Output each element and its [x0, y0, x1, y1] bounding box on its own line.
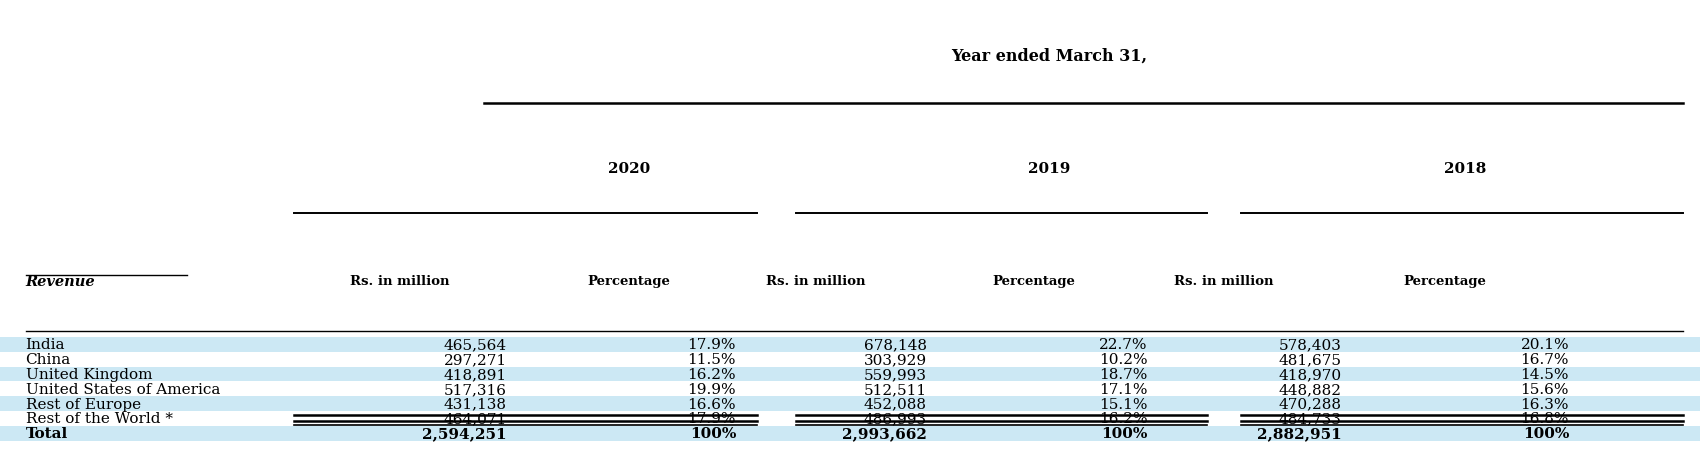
- Text: 100%: 100%: [1523, 426, 1569, 440]
- Text: 15.1%: 15.1%: [1098, 397, 1148, 411]
- Text: 17.1%: 17.1%: [1098, 382, 1148, 396]
- Text: 517,316: 517,316: [444, 382, 507, 396]
- Text: 100%: 100%: [690, 426, 736, 440]
- Bar: [0, 397, 1700, 411]
- Text: 303,929: 303,929: [864, 353, 927, 366]
- Text: 20.1%: 20.1%: [1520, 338, 1569, 352]
- Bar: [0, 381, 1700, 397]
- Text: 2,594,251: 2,594,251: [422, 426, 507, 440]
- Text: 19.9%: 19.9%: [687, 382, 736, 396]
- Text: 559,993: 559,993: [864, 367, 927, 381]
- Bar: [0, 426, 1700, 441]
- Text: 16.8%: 16.8%: [1520, 412, 1569, 425]
- Text: 465,564: 465,564: [444, 338, 507, 352]
- Bar: [0, 411, 1700, 426]
- Text: 11.5%: 11.5%: [687, 353, 736, 366]
- Text: 100%: 100%: [1102, 426, 1148, 440]
- Text: Rest of the World *: Rest of the World *: [26, 412, 172, 425]
- Text: 22.7%: 22.7%: [1098, 338, 1148, 352]
- Text: 448,882: 448,882: [1278, 382, 1341, 396]
- Text: United Kingdom: United Kingdom: [26, 367, 151, 381]
- Text: 452,088: 452,088: [864, 397, 927, 411]
- Text: 2020: 2020: [609, 162, 649, 176]
- Text: Rs. in million: Rs. in million: [767, 274, 865, 288]
- Text: 418,970: 418,970: [1278, 367, 1341, 381]
- Text: China: China: [26, 353, 71, 366]
- Text: India: India: [26, 338, 65, 352]
- Text: 2019: 2019: [1028, 162, 1069, 176]
- Text: 470,288: 470,288: [1278, 397, 1341, 411]
- Bar: [0, 337, 1700, 352]
- Text: 16.6%: 16.6%: [687, 397, 736, 411]
- Text: Revenue: Revenue: [26, 274, 95, 288]
- Text: 2018: 2018: [1445, 162, 1486, 176]
- Text: 464,071: 464,071: [444, 412, 507, 425]
- Text: Percentage: Percentage: [1404, 274, 1486, 288]
- Text: Year ended March 31,: Year ended March 31,: [950, 48, 1148, 65]
- Text: Rest of Europe: Rest of Europe: [26, 397, 141, 411]
- Text: Percentage: Percentage: [588, 274, 670, 288]
- Text: Rs. in million: Rs. in million: [1175, 274, 1273, 288]
- Text: 16.7%: 16.7%: [1520, 353, 1569, 366]
- Text: Rs. in million: Rs. in million: [350, 274, 449, 288]
- Text: 2,882,951: 2,882,951: [1256, 426, 1341, 440]
- Text: 10.2%: 10.2%: [1098, 353, 1148, 366]
- Bar: [0, 352, 1700, 367]
- Text: 481,675: 481,675: [1278, 353, 1341, 366]
- Text: 431,138: 431,138: [444, 397, 507, 411]
- Text: 486,993: 486,993: [864, 412, 927, 425]
- Text: 418,891: 418,891: [444, 367, 507, 381]
- Bar: [0, 367, 1700, 381]
- Text: 14.5%: 14.5%: [1520, 367, 1569, 381]
- Text: 18.7%: 18.7%: [1100, 367, 1148, 381]
- Text: 16.2%: 16.2%: [1098, 412, 1148, 425]
- Text: Percentage: Percentage: [993, 274, 1074, 288]
- Text: United States of America: United States of America: [26, 382, 219, 396]
- Text: Total: Total: [26, 426, 68, 440]
- Text: 17.9%: 17.9%: [687, 412, 736, 425]
- Text: 512,511: 512,511: [864, 382, 927, 396]
- Text: 17.9%: 17.9%: [687, 338, 736, 352]
- Text: 2,993,662: 2,993,662: [842, 426, 927, 440]
- Text: 678,148: 678,148: [864, 338, 927, 352]
- Text: 484,733: 484,733: [1278, 412, 1341, 425]
- Text: 578,403: 578,403: [1278, 338, 1341, 352]
- Text: 16.3%: 16.3%: [1520, 397, 1569, 411]
- Text: 15.6%: 15.6%: [1520, 382, 1569, 396]
- Text: 16.2%: 16.2%: [687, 367, 736, 381]
- Text: 297,271: 297,271: [444, 353, 507, 366]
